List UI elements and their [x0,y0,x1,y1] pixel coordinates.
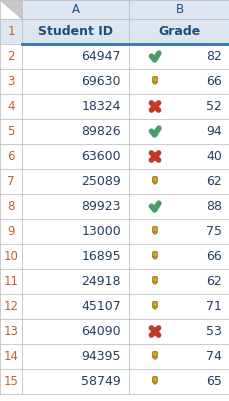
FancyBboxPatch shape [152,227,157,233]
FancyBboxPatch shape [152,377,157,383]
FancyBboxPatch shape [152,251,157,258]
Text: 66: 66 [205,75,221,88]
Circle shape [153,256,156,259]
Text: 40: 40 [205,150,221,163]
Text: 71: 71 [205,300,221,313]
Text: 94: 94 [205,125,221,138]
Circle shape [153,231,156,234]
Text: 10: 10 [3,250,18,263]
Text: 2: 2 [7,50,15,63]
Text: 13000: 13000 [81,225,120,238]
Text: 94395: 94395 [81,350,120,363]
Text: 13: 13 [3,325,18,338]
Text: 53: 53 [205,325,221,338]
FancyBboxPatch shape [152,302,157,308]
Text: 15: 15 [3,375,18,388]
Circle shape [153,181,156,184]
Text: A: A [71,3,79,16]
Text: Grade: Grade [158,25,200,38]
Text: 45107: 45107 [81,300,120,313]
Text: 6: 6 [7,150,15,163]
Text: 9: 9 [7,225,15,238]
Text: 8: 8 [7,200,15,213]
Text: B: B [175,3,183,16]
Text: 1: 1 [7,25,15,38]
Text: 18324: 18324 [81,100,120,113]
Circle shape [153,81,156,84]
Text: 25089: 25089 [81,175,120,188]
Circle shape [153,281,156,284]
Text: 69630: 69630 [81,75,120,88]
Text: 88: 88 [205,200,221,213]
FancyBboxPatch shape [152,77,157,83]
Text: 62: 62 [205,175,221,188]
Text: 52: 52 [205,100,221,113]
Text: 75: 75 [205,225,221,238]
FancyBboxPatch shape [152,277,157,283]
Text: 7: 7 [7,175,15,188]
Text: 4: 4 [7,100,15,113]
Text: 11: 11 [3,275,18,288]
Text: 5: 5 [7,125,15,138]
Polygon shape [0,0,22,19]
Text: 66: 66 [205,250,221,263]
Text: 12: 12 [3,300,18,313]
Text: 62: 62 [205,275,221,288]
Text: 64947: 64947 [81,50,120,63]
Text: 74: 74 [205,350,221,363]
FancyBboxPatch shape [152,176,157,183]
Text: 16895: 16895 [81,250,120,263]
Circle shape [153,306,156,309]
FancyBboxPatch shape [152,352,157,358]
Text: 89826: 89826 [81,125,120,138]
Text: 64090: 64090 [81,325,120,338]
Text: 82: 82 [205,50,221,63]
Text: 65: 65 [205,375,221,388]
Text: 14: 14 [3,350,18,363]
Text: 89923: 89923 [81,200,120,213]
Circle shape [153,381,156,384]
Text: 58749: 58749 [81,375,120,388]
Text: 3: 3 [7,75,15,88]
Circle shape [153,356,156,359]
Text: Student ID: Student ID [38,25,112,38]
Text: 63600: 63600 [81,150,120,163]
Text: 24918: 24918 [81,275,120,288]
